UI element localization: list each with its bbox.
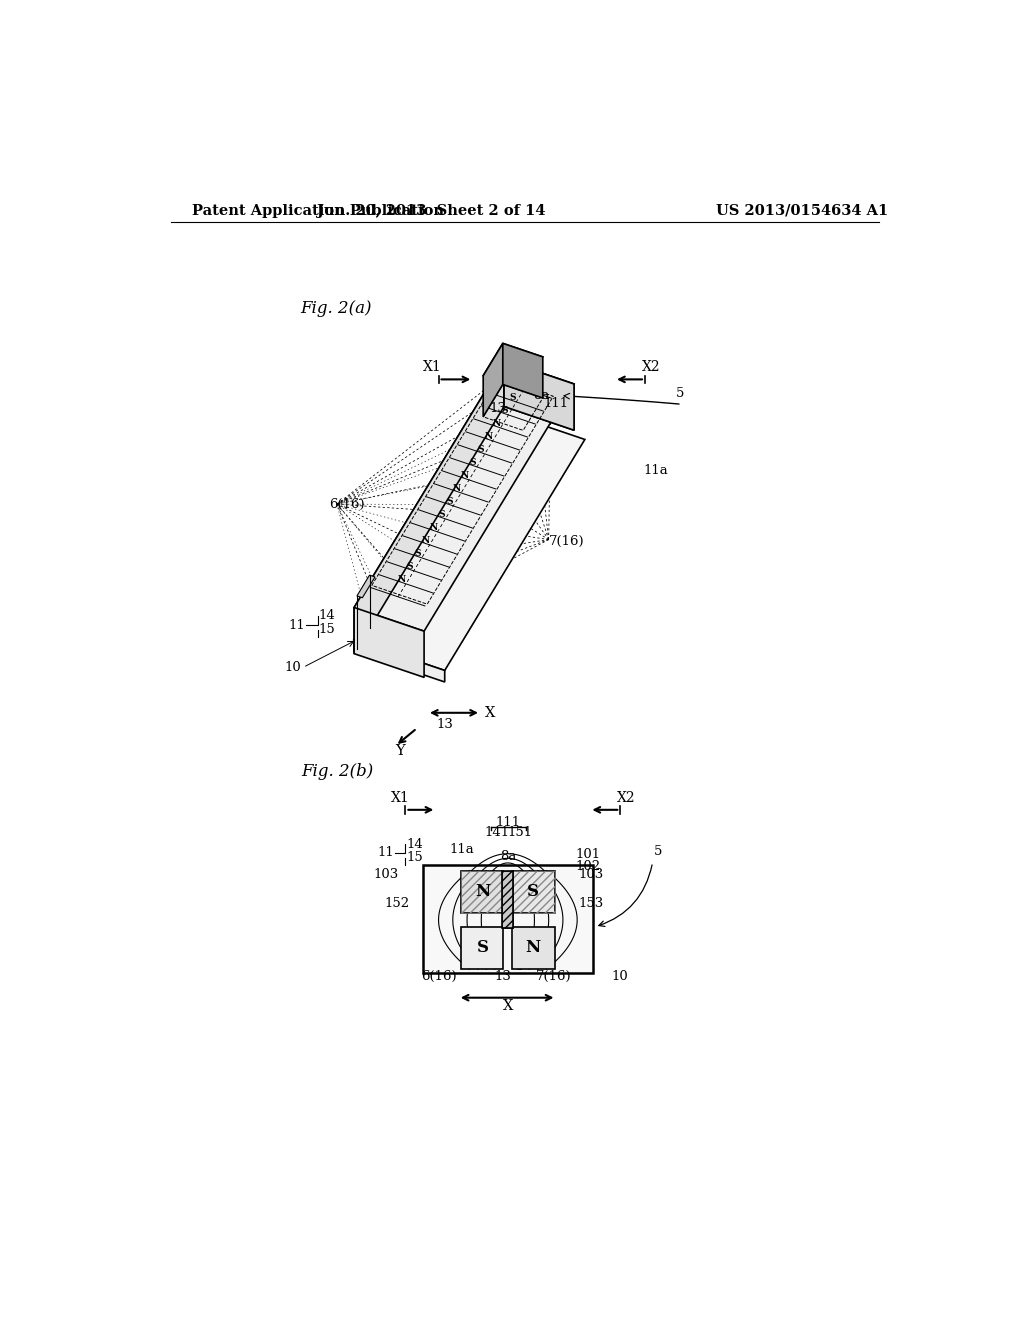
Text: 5: 5 [676, 387, 684, 400]
Text: S: S [470, 458, 476, 467]
Text: 5: 5 [654, 845, 663, 858]
Polygon shape [461, 871, 503, 913]
Text: 13: 13 [436, 718, 454, 731]
Text: 6(16): 6(16) [330, 499, 365, 511]
Text: N: N [525, 939, 541, 956]
Text: 103: 103 [579, 869, 604, 880]
Text: S: S [509, 393, 516, 401]
Polygon shape [512, 871, 555, 913]
Text: N: N [484, 432, 493, 441]
Text: 103: 103 [374, 869, 398, 880]
Text: 10: 10 [285, 661, 301, 675]
Text: 11: 11 [289, 619, 305, 631]
Text: S: S [476, 939, 488, 956]
Text: 13: 13 [489, 403, 506, 416]
Polygon shape [504, 360, 574, 430]
Text: S: S [415, 549, 421, 558]
Text: X1: X1 [391, 791, 410, 805]
Text: 11a: 11a [643, 463, 668, 477]
Text: 10: 10 [611, 970, 629, 982]
Text: 101: 101 [575, 847, 601, 861]
Text: 8: 8 [514, 961, 522, 973]
Text: 14: 14 [318, 610, 335, 622]
Text: 14: 14 [407, 838, 423, 851]
Text: S: S [477, 445, 484, 454]
Text: Y: Y [395, 744, 404, 758]
Text: X2: X2 [642, 360, 660, 374]
Text: 111: 111 [544, 397, 569, 409]
Text: N: N [475, 883, 490, 900]
Polygon shape [354, 360, 504, 653]
Text: 11a: 11a [450, 842, 474, 855]
Polygon shape [461, 927, 503, 969]
Text: N: N [461, 471, 469, 479]
Text: Jun. 20, 2013  Sheet 2 of 14: Jun. 20, 2013 Sheet 2 of 14 [316, 203, 545, 218]
Text: N: N [516, 380, 524, 389]
Text: Fig. 2(a): Fig. 2(a) [300, 300, 372, 317]
Text: 141: 141 [484, 826, 510, 840]
Text: 15: 15 [407, 851, 423, 865]
Text: 6(16): 6(16) [421, 970, 457, 982]
Text: X: X [503, 999, 513, 1014]
Text: S: S [407, 562, 413, 570]
Text: S: S [446, 496, 453, 506]
Text: 7(16): 7(16) [537, 970, 572, 982]
Polygon shape [354, 360, 574, 631]
Text: N: N [429, 523, 437, 532]
Text: 151: 151 [508, 826, 532, 840]
Polygon shape [504, 360, 574, 430]
Polygon shape [354, 607, 424, 677]
Polygon shape [483, 343, 503, 417]
Text: S: S [438, 510, 444, 519]
Text: Patent Application Publication: Patent Application Publication [193, 203, 444, 218]
Polygon shape [354, 409, 585, 671]
Text: X1: X1 [423, 360, 441, 374]
Text: N: N [398, 574, 407, 583]
Polygon shape [354, 409, 494, 651]
Text: N: N [493, 418, 501, 428]
Text: 13: 13 [494, 970, 511, 982]
Text: 11: 11 [377, 846, 394, 859]
Polygon shape [423, 866, 593, 973]
Text: X2: X2 [617, 791, 636, 805]
Polygon shape [354, 640, 444, 682]
Text: 8a: 8a [534, 389, 550, 403]
Text: 8a: 8a [500, 850, 516, 863]
Text: 8: 8 [525, 380, 534, 393]
Text: X: X [484, 706, 496, 719]
Text: Fig. 2(b): Fig. 2(b) [301, 763, 374, 780]
Text: 111: 111 [496, 816, 520, 829]
Text: N: N [422, 536, 430, 545]
Polygon shape [483, 343, 543, 389]
Polygon shape [503, 343, 543, 399]
Text: US 2013/0154634 A1: US 2013/0154634 A1 [716, 203, 888, 218]
Polygon shape [357, 576, 375, 598]
Text: 152: 152 [384, 898, 410, 911]
Text: S: S [502, 405, 508, 414]
Text: 153: 153 [579, 898, 604, 911]
Text: 102: 102 [575, 861, 601, 874]
Text: 7(16): 7(16) [549, 536, 585, 548]
Polygon shape [512, 927, 555, 969]
Text: N: N [453, 484, 462, 492]
Text: S: S [527, 883, 540, 900]
Text: 15: 15 [318, 623, 335, 636]
Polygon shape [503, 871, 513, 928]
